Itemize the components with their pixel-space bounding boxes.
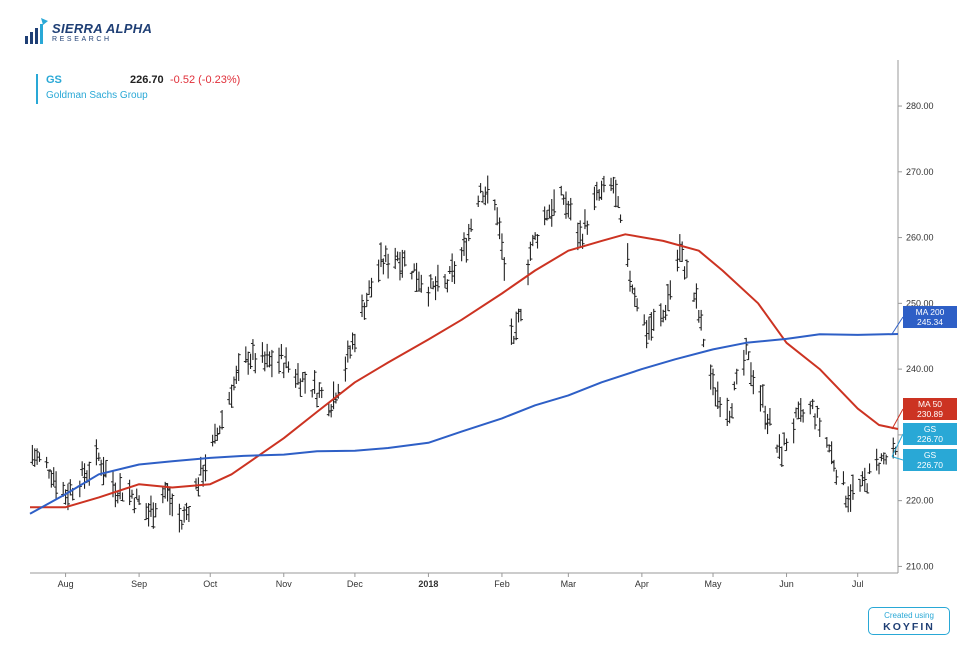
y-tick-label: 250.00 [906, 298, 934, 308]
value-tag-label: MA 50 [918, 399, 942, 409]
koyfin-label: KOYFIN [883, 621, 935, 633]
value-tag-label: GS [924, 450, 937, 460]
y-tick-label: 210.00 [906, 561, 934, 571]
ma200-connector [891, 316, 904, 335]
x-tick-label: May [705, 579, 723, 589]
x-tick-label: Nov [276, 579, 293, 589]
value-tag-label: GS [924, 424, 937, 434]
value-tag-box [903, 449, 957, 471]
price-bars [30, 175, 898, 533]
value-tag-box [903, 423, 957, 445]
value-tag-value: 245.34 [917, 317, 943, 327]
ma50-connector [891, 408, 904, 430]
logo-name: SIERRA ALPHA [52, 21, 153, 36]
x-tick-label: Feb [494, 579, 510, 589]
y-tick-label: 260.00 [906, 233, 934, 243]
value-tag-label: MA 200 [916, 307, 945, 317]
x-tick-label: Dec [347, 579, 364, 589]
gs-connector [891, 433, 904, 461]
logo-subtitle: RESEARCH [52, 36, 112, 43]
x-tick-label: Apr [635, 579, 649, 589]
ma-200-line [29, 333, 899, 515]
value-tag-value: 226.70 [917, 460, 943, 470]
value-tag-box [903, 306, 957, 328]
x-tick-label: Mar [561, 579, 577, 589]
koyfin-badge[interactable]: Created using KOYFIN [868, 607, 950, 635]
y-tick-label: 280.00 [906, 101, 934, 111]
x-tick-label: Oct [203, 579, 218, 589]
value-tag-box [903, 398, 957, 420]
x-tick-label: Sep [131, 579, 147, 589]
price-change: -0.52 (-0.23%) [170, 74, 241, 86]
y-tick-label: 270.00 [906, 167, 934, 177]
value-tag-value: 230.89 [917, 409, 943, 419]
ma-50-line [30, 233, 899, 509]
y-tick-label: 240.00 [906, 364, 934, 374]
x-tick-label: Jun [779, 579, 794, 589]
ticker-header: GS 226.70 -0.52 (-0.23%) Goldman Sachs G… [36, 74, 240, 104]
created-using-label: Created using [884, 611, 934, 620]
bar-chart-logo-icon [25, 18, 48, 44]
ticker-symbol[interactable]: GS [46, 74, 62, 86]
moving-average-lines [29, 233, 899, 515]
sierra-alpha-logo: SIERRA ALPHA RESEARCH [24, 16, 152, 50]
x-tick-label: Aug [58, 579, 74, 589]
y-tick-label: 220.00 [906, 496, 934, 506]
x-tick-label: Jul [852, 579, 864, 589]
company-name: Goldman Sachs Group [46, 90, 148, 101]
value-tag-value: 226.70 [917, 434, 943, 444]
chart-axes: 210.00220.00230.00240.00250.00260.00270.… [30, 60, 934, 589]
last-price: 226.70 [130, 74, 164, 86]
x-tick-label: 2018 [418, 579, 438, 589]
